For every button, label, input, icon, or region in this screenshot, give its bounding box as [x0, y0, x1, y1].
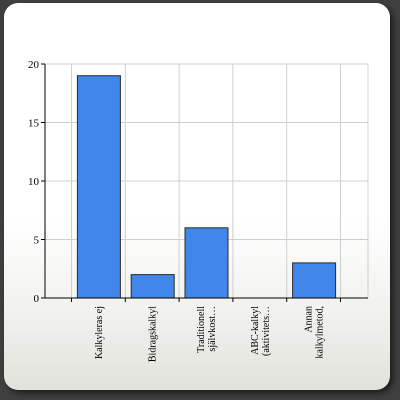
bar-0 [76, 75, 121, 299]
x-category-label-4-line-1: kalkylmetod, [315, 306, 326, 359]
x-category-label-2: Traditionell självkost… [196, 306, 218, 353]
x-category-label-1-line-0: Bidragskalkyl [148, 306, 159, 362]
bar-4 [292, 262, 337, 299]
x-category-label-3: ABC-kalkyl (aktivitets… [250, 306, 272, 356]
x-category-label-1: Bidragskalkyl [148, 306, 159, 362]
y-tick-label-10: 10 [28, 176, 40, 188]
bar-2 [184, 227, 229, 299]
x-category-label-2-line-0: Traditionell [196, 306, 207, 353]
x-category-label-4-line-0: Annan [304, 306, 315, 333]
y-tick-label-0: 0 [34, 293, 40, 305]
chart-card [4, 3, 390, 390]
x-category-label-2-line-1: självkost… [207, 306, 218, 352]
bar-1 [130, 274, 175, 299]
y-tick-label-20: 20 [28, 59, 40, 71]
bars [76, 75, 337, 299]
x-category-labels: Kalkyleras ej Bidragskalkyl Traditionell sj… [94, 306, 326, 362]
y-tick-labels: 0 5 10 15 20 [28, 59, 40, 305]
y-tick-label-5: 5 [34, 235, 40, 247]
x-category-label-0-line-0: Kalkyleras ej [94, 306, 105, 359]
x-category-label-4: Annan kalkylmetod, [304, 306, 326, 359]
x-category-label-3-line-0: ABC-kalkyl [250, 306, 261, 355]
axes [41, 63, 368, 302]
x-category-label-3-line-1: (aktivitets… [261, 306, 272, 356]
x-category-label-0: Kalkyleras ej [94, 306, 105, 359]
y-tick-label-15: 15 [28, 118, 40, 130]
